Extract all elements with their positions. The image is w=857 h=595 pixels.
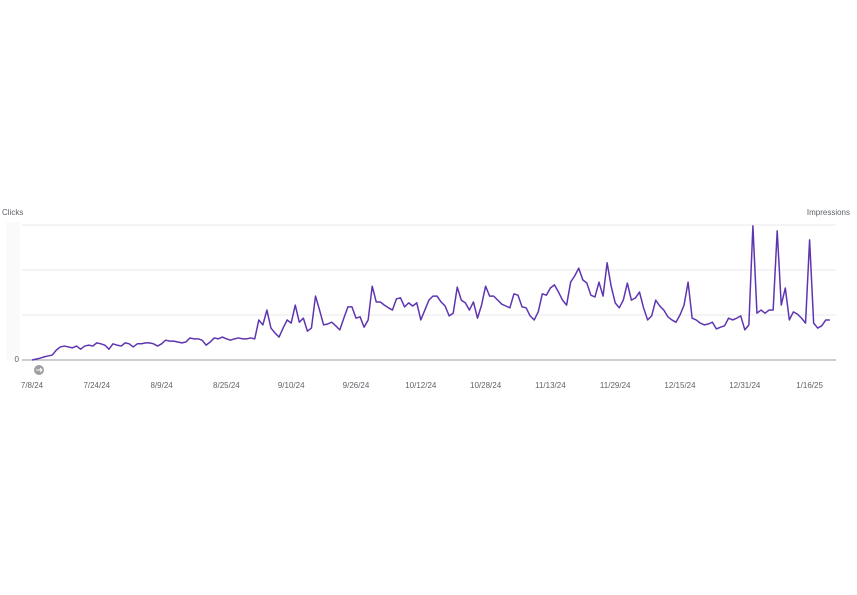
left-axis-band	[6, 222, 20, 360]
x-tick-label: 12/31/24	[729, 381, 761, 390]
y-axis-label: Clicks	[2, 208, 23, 217]
x-tick-label: 10/28/24	[470, 381, 502, 390]
x-tick-label: 9/26/24	[343, 381, 370, 390]
y-tick-label: 0	[15, 355, 20, 364]
x-tick-label: 10/12/24	[405, 381, 437, 390]
x-tick-label: 8/25/24	[213, 381, 240, 390]
y2-axis-label: Impressions	[807, 208, 850, 217]
annotation-icon[interactable]	[34, 365, 44, 375]
x-tick-label: 11/29/24	[600, 381, 631, 390]
line-series	[31, 225, 830, 361]
x-tick-label: 8/9/24	[150, 381, 173, 390]
x-tick-label: 12/15/24	[664, 381, 696, 390]
x-tick-label: 7/24/24	[83, 381, 110, 390]
x-tick-label: 1/16/25	[796, 381, 823, 390]
x-tick-label: 11/13/24	[535, 381, 566, 390]
x-tick-label: 7/8/24	[21, 381, 44, 390]
x-tick-label: 9/10/24	[278, 381, 305, 390]
